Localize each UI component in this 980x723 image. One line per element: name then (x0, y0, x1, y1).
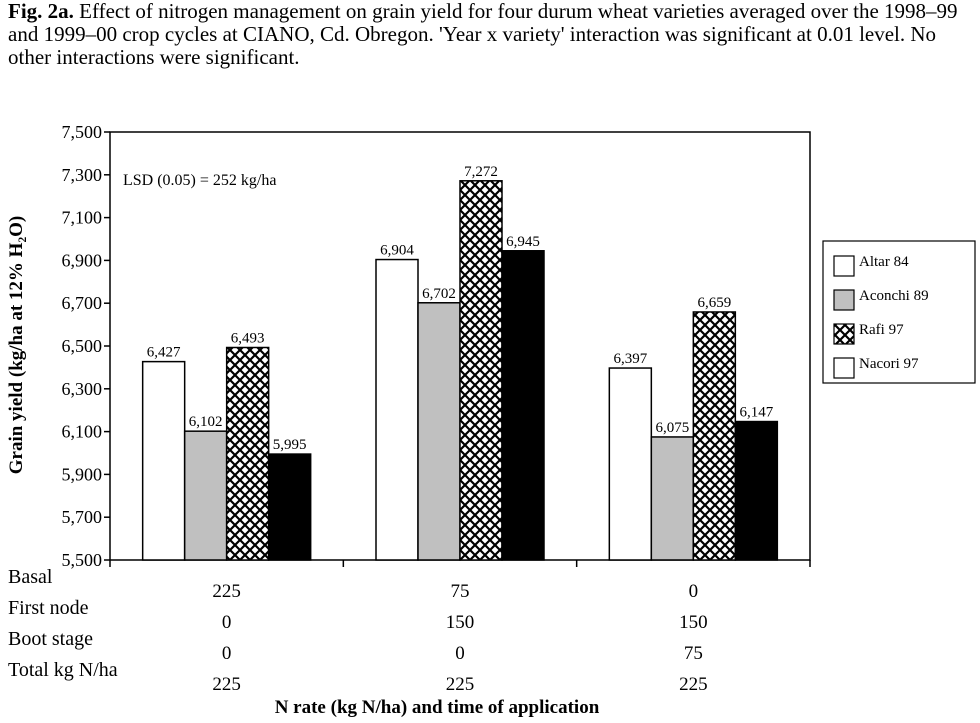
table-cell: 0 (222, 643, 232, 664)
bar (183, 430, 228, 561)
y-tick-label: 5,500 (62, 550, 103, 570)
legend-swatch (833, 323, 855, 345)
table-cell: 0 (455, 643, 465, 664)
y-tick-label: 7,300 (62, 165, 103, 185)
data-label: 6,659 (697, 295, 731, 311)
table-cell: 0 (689, 581, 699, 602)
table-row-label: First node (8, 597, 89, 619)
legend-label: Nacori 97 (859, 356, 919, 372)
data-label: 6,945 (506, 234, 540, 250)
table-cell: 0 (222, 612, 232, 633)
data-label: 6,493 (231, 330, 265, 346)
figure-caption: Fig. 2a. Effect of nitrogen management o… (8, 0, 968, 69)
y-tick-label: 6,700 (62, 293, 103, 313)
bar (141, 360, 186, 561)
bar (459, 180, 503, 561)
caption-text: Effect of nitrogen management on grain y… (8, 0, 958, 69)
data-label: 6,075 (655, 420, 689, 436)
table-cell: 225 (212, 581, 241, 602)
y-axis-title: Grain yield (kg/ha at 12% H₂O) (6, 216, 27, 475)
y-axis: 5,500 5,700 5,900 6,100 6,300 6,500 6,700 6,900… (62, 122, 110, 570)
legend-label: Altar 84 (859, 254, 909, 270)
data-label: 5,995 (273, 437, 307, 453)
legend-swatch (833, 255, 855, 277)
bar (692, 311, 737, 561)
bar (608, 367, 653, 561)
y-tick-label: 6,300 (62, 379, 103, 399)
legend-label: Aconchi 89 (859, 288, 929, 304)
table-row-label: Total kg N/ha (8, 659, 118, 681)
table-cell: 150 (679, 612, 708, 633)
bar (375, 258, 419, 561)
data-label: 7,272 (464, 164, 498, 180)
table-cell: 150 (446, 612, 475, 633)
bars: 6,427 6,904 6,397 6,102 6,702 6,075 6,493 7,272… (141, 164, 779, 561)
table-row-label: Basal (8, 566, 53, 588)
data-label: 6,427 (147, 345, 181, 361)
table-cell: 225 (212, 674, 241, 695)
table-cell: 225 (446, 674, 475, 695)
data-label: 6,702 (422, 286, 456, 302)
table-row-label: Boot stage (8, 628, 93, 650)
x-axis (109, 560, 811, 567)
y-tick-label: 6,500 (62, 336, 103, 356)
y-tick-label: 5,900 (62, 464, 103, 484)
legend-label: Rafi 97 (859, 322, 904, 338)
application-table: Basal 225 75 0 First node 0 150 150 Boot stage 0 0… (8, 566, 708, 695)
bar (501, 250, 545, 561)
lsd-annotation: LSD (0.05) = 252 kg/ha (123, 172, 276, 189)
bar (267, 453, 312, 561)
x-axis-title: N rate (kg N/ha) and time of application (275, 697, 600, 718)
table-cell: 225 (679, 674, 708, 695)
legend-swatch (833, 357, 855, 379)
y-tick-label: 5,700 (62, 507, 103, 527)
data-label: 6,102 (189, 414, 223, 430)
bar (650, 436, 695, 561)
y-tick-label: 7,100 (62, 208, 103, 228)
data-label: 6,904 (380, 243, 414, 259)
legend: Altar 84 Aconchi 89 Rafi 97 Nacori 97 (822, 240, 976, 384)
table-cell: 75 (451, 581, 470, 602)
data-label: 6,397 (613, 351, 647, 367)
data-label: 6,147 (739, 405, 773, 421)
y-tick-label: 7,500 (62, 122, 103, 142)
bar (225, 346, 270, 561)
y-tick-label: 6,900 (62, 250, 103, 270)
table-cell: 75 (684, 643, 703, 664)
figure-label: Fig. 2a. (8, 0, 74, 23)
legend-swatch (833, 289, 855, 311)
bar (734, 420, 779, 561)
y-tick-label: 6,100 (62, 422, 103, 442)
bar (417, 302, 461, 561)
